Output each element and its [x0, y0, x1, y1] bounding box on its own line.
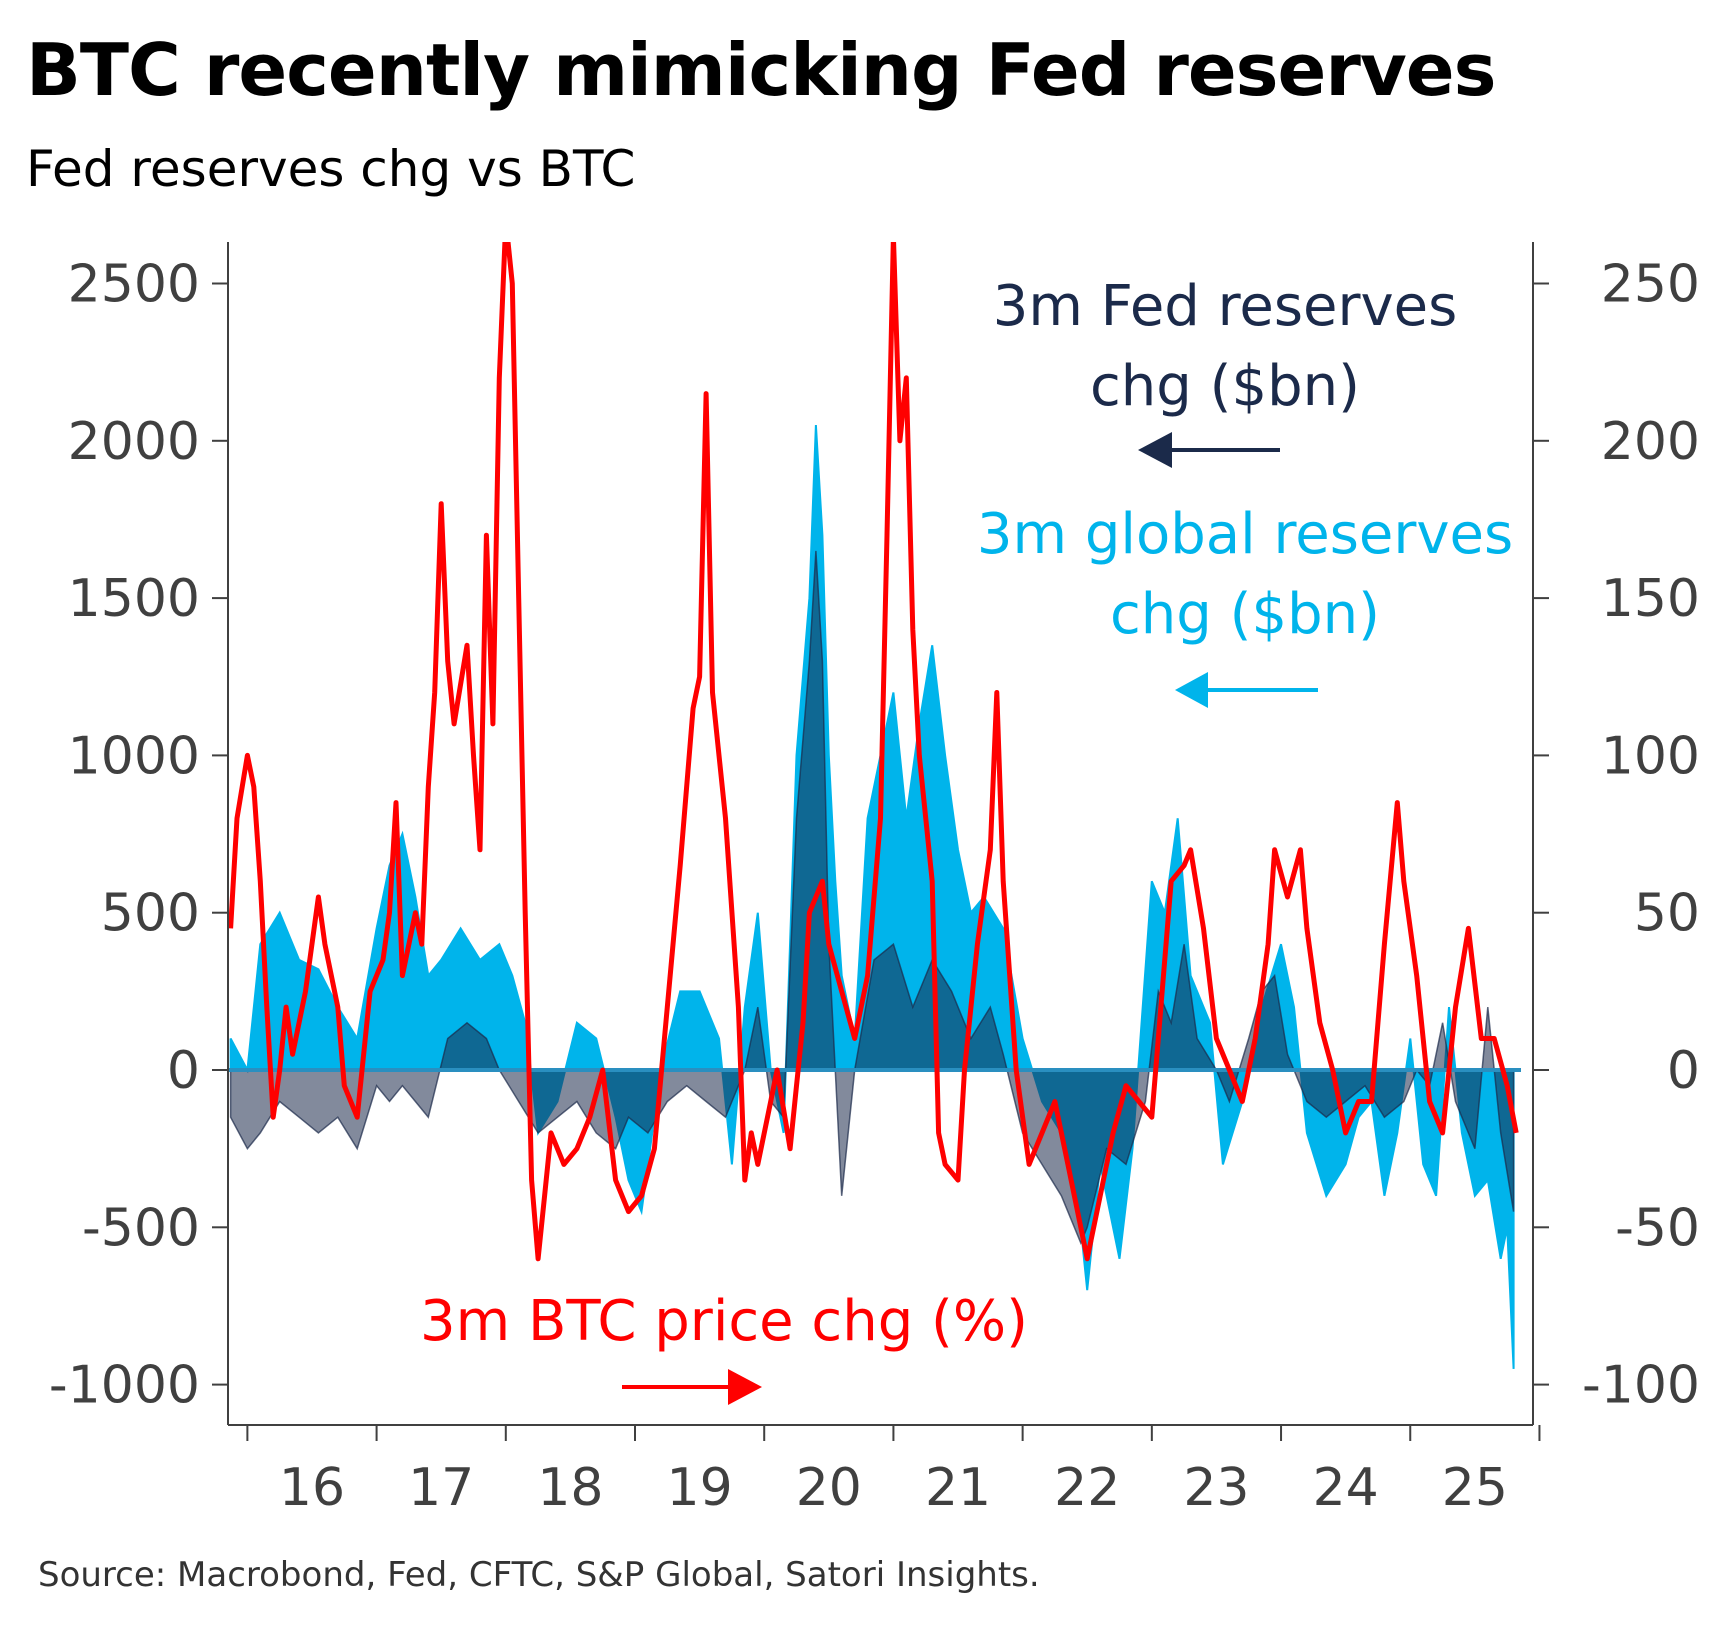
left-tick-label: 2500 [68, 255, 200, 315]
x-tick-label: 20 [796, 1458, 862, 1518]
global-annotation-line2: chg ($bn) [1110, 582, 1380, 647]
right-tick-label: 150 [1601, 569, 1700, 629]
right-tick-label: -100 [1582, 1356, 1700, 1416]
right-tick-label: 100 [1601, 726, 1700, 786]
x-tick-label: 17 [408, 1458, 474, 1518]
annotations: 3m Fed reserves chg ($bn) 3m global rese… [420, 274, 1513, 1405]
right-tick-label: 50 [1634, 884, 1700, 944]
right-tick-label: -50 [1615, 1198, 1700, 1258]
x-tick-label: 19 [667, 1458, 733, 1518]
chart-title: BTC recently mimicking Fed reserves [26, 28, 1496, 112]
left-tick-label: 1500 [68, 569, 200, 629]
axes: 25002000150010005000-500-100025020015010… [49, 242, 1700, 1518]
x-tick-label: 16 [279, 1458, 345, 1518]
x-tick-label: 24 [1313, 1458, 1379, 1518]
btc-annotation: 3m BTC price chg (%) [420, 1289, 1028, 1354]
x-tick-label: 25 [1442, 1458, 1508, 1518]
btc-price-line [228, 242, 1519, 1262]
fed-arrow [1138, 432, 1280, 468]
x-tick-label: 21 [925, 1458, 991, 1518]
left-tick-label: 500 [101, 884, 200, 944]
x-tick-label: 18 [537, 1458, 603, 1518]
right-tick-label: 200 [1601, 412, 1700, 472]
source-note: Source: Macrobond, Fed, CFTC, S&P Global… [38, 1555, 1040, 1595]
x-tick-label: 22 [1054, 1458, 1120, 1518]
x-tick-label: 23 [1183, 1458, 1249, 1518]
right-tick-label: 250 [1601, 255, 1700, 315]
left-tick-label: 1000 [68, 726, 200, 786]
fed-annotation-line2: chg ($bn) [1090, 354, 1360, 419]
btc-arrow [622, 1369, 762, 1405]
left-tick-label: -500 [82, 1198, 200, 1258]
chart-subtitle: Fed reserves chg vs BTC [26, 140, 636, 198]
right-tick-label: 0 [1667, 1041, 1700, 1101]
fed-annotation-line1: 3m Fed reserves [993, 274, 1458, 339]
left-tick-label: -1000 [49, 1356, 200, 1416]
left-tick-label: 0 [167, 1041, 200, 1101]
plot-series [228, 242, 1521, 1369]
global-annotation-line1: 3m global reserves [977, 502, 1513, 567]
left-tick-label: 2000 [68, 412, 200, 472]
global-arrow [1175, 672, 1318, 708]
plot-area [228, 242, 1521, 1369]
